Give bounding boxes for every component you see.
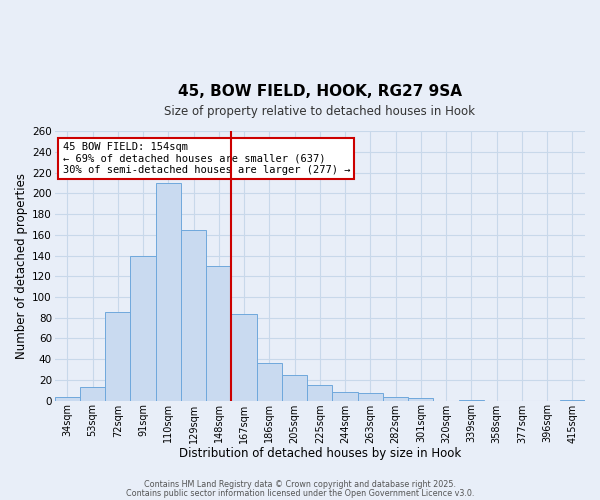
Bar: [257, 364, 282, 401]
Bar: [332, 392, 358, 400]
Bar: [307, 385, 332, 400]
Bar: [383, 398, 408, 400]
Bar: [181, 230, 206, 400]
Bar: [80, 387, 105, 400]
Text: Contains HM Land Registry data © Crown copyright and database right 2025.: Contains HM Land Registry data © Crown c…: [144, 480, 456, 489]
Text: Size of property relative to detached houses in Hook: Size of property relative to detached ho…: [164, 104, 475, 118]
X-axis label: Distribution of detached houses by size in Hook: Distribution of detached houses by size …: [179, 447, 461, 460]
Y-axis label: Number of detached properties: Number of detached properties: [15, 173, 28, 359]
Bar: [105, 312, 130, 400]
Text: Contains public sector information licensed under the Open Government Licence v3: Contains public sector information licen…: [126, 488, 474, 498]
Bar: [206, 266, 232, 400]
Bar: [358, 394, 383, 400]
Bar: [55, 398, 80, 400]
Text: 45, BOW FIELD, HOOK, RG27 9SA: 45, BOW FIELD, HOOK, RG27 9SA: [178, 84, 462, 99]
Bar: [156, 183, 181, 400]
Bar: [232, 314, 257, 400]
Bar: [282, 374, 307, 400]
Text: 45 BOW FIELD: 154sqm
← 69% of detached houses are smaller (637)
30% of semi-deta: 45 BOW FIELD: 154sqm ← 69% of detached h…: [62, 142, 350, 175]
Bar: [408, 398, 433, 400]
Bar: [130, 256, 156, 400]
